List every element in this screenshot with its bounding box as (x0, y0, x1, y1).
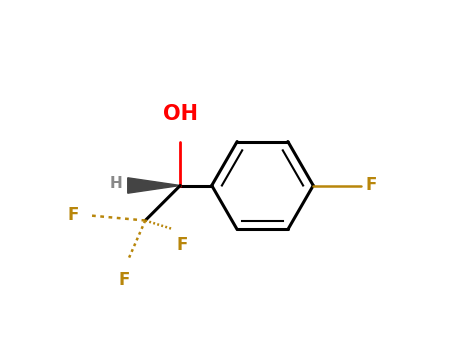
Text: F: F (119, 271, 130, 289)
Text: OH: OH (163, 104, 198, 124)
Text: F: F (177, 236, 188, 254)
Text: F: F (67, 206, 79, 224)
Text: F: F (366, 176, 377, 195)
Text: H: H (110, 176, 122, 191)
Polygon shape (128, 178, 180, 193)
